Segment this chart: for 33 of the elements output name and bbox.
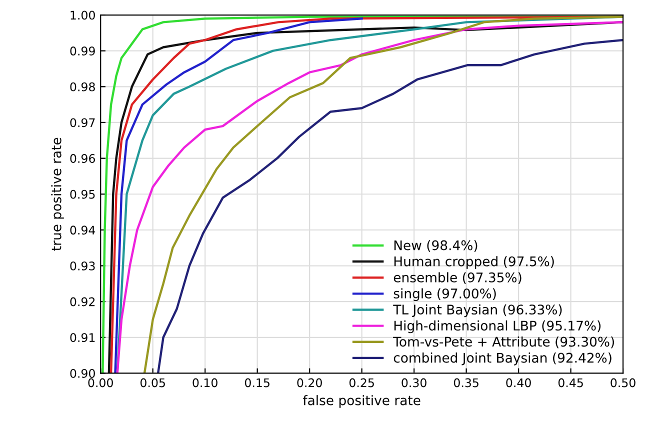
y-tick-label: 0.90: [70, 368, 95, 378]
legend-label: TL Joint Baysian (96.33%): [393, 304, 562, 318]
line-series: [114, 17, 363, 374]
legend-label: High-dimensional LBP (95.17%): [394, 320, 601, 334]
x-tick-label: 0.10: [192, 378, 218, 388]
x-tick-label: 0.05: [140, 378, 165, 388]
x-tick-label: 0.50: [610, 378, 636, 388]
legend-label: combined Joint Baysian (92.42%): [394, 352, 612, 366]
legend-label: ensemble (97.35%): [394, 272, 522, 284]
x-tick-label: 0.40: [506, 378, 531, 388]
legend-label: Tom-vs-Pete + Attribute (93.30%): [393, 336, 614, 348]
y-tick-label: 0.97: [70, 118, 95, 128]
y-axis-title: true positive rate: [51, 138, 64, 251]
x-tick-label: 0.00: [88, 378, 113, 388]
y-tick-label: 1.00: [70, 10, 95, 20]
x-tick-label: 0.20: [297, 378, 322, 388]
y-tick-label: 0.95: [70, 190, 95, 199]
y-tick-label: 0.91: [70, 333, 95, 342]
legend-label: Human cropped (97.5%): [394, 256, 554, 269]
x-tick-label: 0.15: [244, 378, 270, 388]
x-tick-label: 0.25: [349, 378, 374, 388]
x-tick-label: 0.30: [402, 378, 426, 388]
x-axis-title: false positive rate: [302, 395, 420, 408]
y-tick-label: 0.94: [70, 226, 96, 235]
y-tick-label: 0.96: [70, 154, 95, 163]
x-tick-label: 0.35: [454, 378, 478, 388]
y-tick-label: 0.98: [70, 82, 95, 92]
x-tick-label: 0.45: [558, 378, 583, 388]
y-tick-label: 0.93: [70, 261, 95, 270]
legend-label: New (98.4%): [394, 240, 478, 252]
y-tick-label: 0.99: [70, 46, 95, 56]
y-tick-label: 0.92: [70, 297, 95, 306]
legend-label: single (97.00%): [394, 288, 496, 302]
